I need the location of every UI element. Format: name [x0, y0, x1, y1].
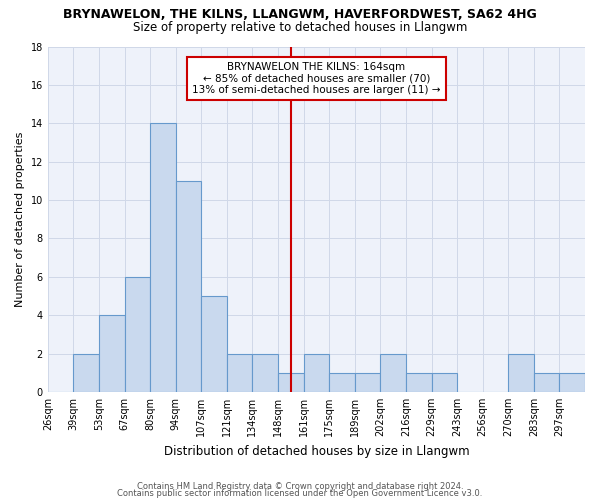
Bar — [125, 277, 150, 392]
Text: BRYNAWELON, THE KILNS, LLANGWM, HAVERFORDWEST, SA62 4HG: BRYNAWELON, THE KILNS, LLANGWM, HAVERFOR… — [63, 8, 537, 20]
Bar — [534, 372, 559, 392]
Bar — [508, 354, 534, 392]
Bar — [559, 372, 585, 392]
X-axis label: Distribution of detached houses by size in Llangwm: Distribution of detached houses by size … — [164, 444, 469, 458]
Bar — [355, 372, 380, 392]
Bar — [406, 372, 431, 392]
Bar — [380, 354, 406, 392]
Bar — [329, 372, 355, 392]
Text: Size of property relative to detached houses in Llangwm: Size of property relative to detached ho… — [133, 21, 467, 34]
Bar — [73, 354, 99, 392]
Bar — [227, 354, 253, 392]
Bar — [304, 354, 329, 392]
Bar — [99, 315, 125, 392]
Bar — [431, 372, 457, 392]
Text: Contains HM Land Registry data © Crown copyright and database right 2024.: Contains HM Land Registry data © Crown c… — [137, 482, 463, 491]
Bar — [176, 181, 201, 392]
Text: BRYNAWELON THE KILNS: 164sqm
← 85% of detached houses are smaller (70)
13% of se: BRYNAWELON THE KILNS: 164sqm ← 85% of de… — [192, 62, 440, 95]
Bar — [278, 372, 304, 392]
Bar — [150, 124, 176, 392]
Text: Contains public sector information licensed under the Open Government Licence v3: Contains public sector information licen… — [118, 488, 482, 498]
Bar — [253, 354, 278, 392]
Bar — [201, 296, 227, 392]
Y-axis label: Number of detached properties: Number of detached properties — [15, 132, 25, 307]
